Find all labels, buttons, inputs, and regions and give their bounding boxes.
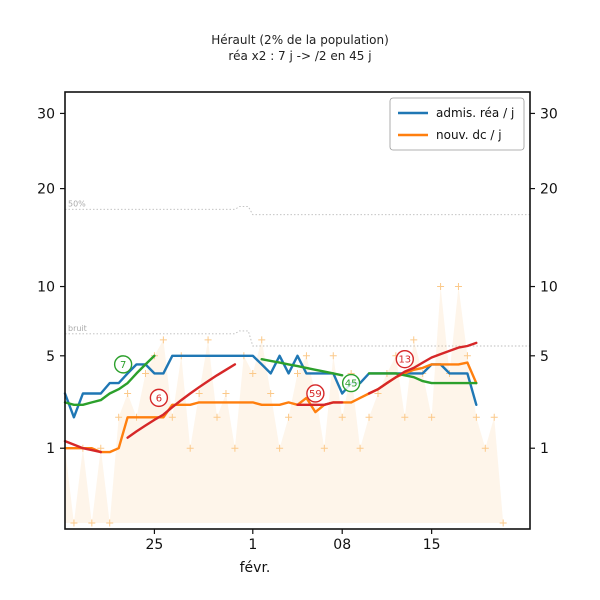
- daily-point-33: [356, 444, 364, 452]
- daily-point-45: [463, 352, 471, 360]
- daily-point-5: [106, 519, 114, 527]
- series-line-3-3: [367, 341, 478, 395]
- series-line-3-0: [63, 439, 103, 454]
- daily-point-4: [97, 444, 105, 452]
- reference-line-1: [65, 330, 530, 347]
- daily-point-18: [222, 389, 230, 397]
- y-tick-label-right-2: 10: [540, 280, 558, 296]
- daily-point-22: [258, 336, 266, 344]
- daily-point-12: [168, 413, 176, 421]
- series-line-2-0: [63, 354, 156, 406]
- annotation-badge-2: [306, 384, 325, 403]
- daily-point-25: [285, 413, 293, 421]
- daily-point-7: [124, 389, 132, 397]
- y-tick-label-left-0: 1: [46, 441, 55, 457]
- series-line-2-2: [367, 372, 478, 385]
- annotation-label-0: 7: [120, 360, 126, 371]
- y-tick-label-left-1: 5: [46, 349, 55, 365]
- legend-box: [389, 97, 525, 151]
- daily-point-46: [472, 413, 480, 421]
- daily-point-9: [141, 369, 149, 377]
- daily-point-39: [410, 336, 418, 344]
- annotation-label-3: 45: [345, 379, 358, 390]
- daily-point-6: [115, 413, 123, 421]
- x-tick-label-3: 15: [423, 537, 441, 553]
- annotation-badge-1: [149, 388, 169, 408]
- y-tick-label-right-0: 1: [540, 441, 549, 457]
- y-axis-right: 1 5 10 20 30: [530, 106, 558, 457]
- annotation-badge-4: [395, 349, 415, 369]
- y-tick-label-left-3: 20: [37, 182, 55, 198]
- annotation-label-1: 6: [156, 393, 162, 404]
- plot-area: 50% bruit 7 6 59 45 13: [61, 91, 531, 530]
- annotation-badge-3: [341, 373, 361, 393]
- reference-label-1: bruit: [68, 324, 87, 333]
- series-line-1-0: [63, 361, 478, 454]
- daily-point-48: [490, 413, 498, 421]
- annotation-badge-0: [113, 355, 133, 374]
- reference-line-0: [65, 206, 530, 216]
- y-tick-label-right-1: 5: [540, 349, 549, 365]
- daily-point-1: [70, 519, 78, 527]
- daily-point-34: [365, 413, 373, 421]
- plot-frame: [64, 91, 531, 530]
- chart-title: Hérault (2% de la population): [211, 33, 389, 47]
- daily-point-42: [437, 283, 445, 291]
- reference-label-0: 50%: [68, 199, 86, 208]
- legend: admis. réa / j nouv. dc / j: [389, 97, 525, 151]
- x-tick-label-0: 25: [146, 537, 164, 553]
- daily-point-16: [204, 336, 212, 344]
- daily-point-17: [213, 413, 221, 421]
- legend-label-1: nouv. dc / j: [436, 128, 502, 142]
- series-line-3-2: [296, 401, 344, 406]
- daily-point-26: [294, 369, 301, 377]
- x-axis-label: févr.: [240, 560, 271, 576]
- daily-point-21: [249, 369, 257, 377]
- daily-point-30: [329, 352, 337, 360]
- y-tick-label-right-3: 20: [540, 182, 558, 198]
- daily-point-41: [428, 413, 436, 421]
- daily-point-15: [195, 389, 203, 397]
- x-tick-label-2: 08: [333, 537, 351, 553]
- chart-subtitle: réa x2 : 7 j -> /2 en 45 j: [228, 49, 371, 63]
- daily-point-49: [499, 519, 507, 527]
- daily-point-38: [401, 413, 409, 421]
- y-tick-label-left-2: 10: [37, 280, 55, 296]
- daily-point-11: [159, 336, 167, 344]
- y-axis-left: 1 5 10 20 30: [37, 106, 65, 457]
- y-tick-label-left-4: 30: [37, 106, 55, 122]
- daily-point-23: [267, 389, 275, 397]
- daily-point-47: [481, 444, 489, 452]
- daily-point-3: [88, 519, 96, 527]
- daily-point-19: [231, 444, 239, 452]
- daily-point-44: [454, 283, 462, 291]
- daily-point-24: [276, 444, 284, 452]
- daily-point-29: [320, 444, 328, 452]
- x-axis: 25 1 08 15: [146, 529, 441, 553]
- x-tick-label-1: 1: [248, 537, 257, 553]
- daily-point-27: [302, 352, 310, 360]
- daily-area: [65, 286, 504, 523]
- annotation-label-4: 13: [398, 355, 411, 366]
- daily-point-14: [186, 444, 194, 452]
- y-tick-label-right-4: 30: [540, 106, 558, 122]
- series-line-3-1: [126, 363, 237, 439]
- legend-label-0: admis. réa / j: [436, 106, 514, 120]
- daily-point-35: [374, 389, 382, 397]
- daily-point-31: [338, 413, 346, 421]
- annotation-label-2: 59: [309, 389, 322, 400]
- series-line-2-1: [260, 358, 344, 377]
